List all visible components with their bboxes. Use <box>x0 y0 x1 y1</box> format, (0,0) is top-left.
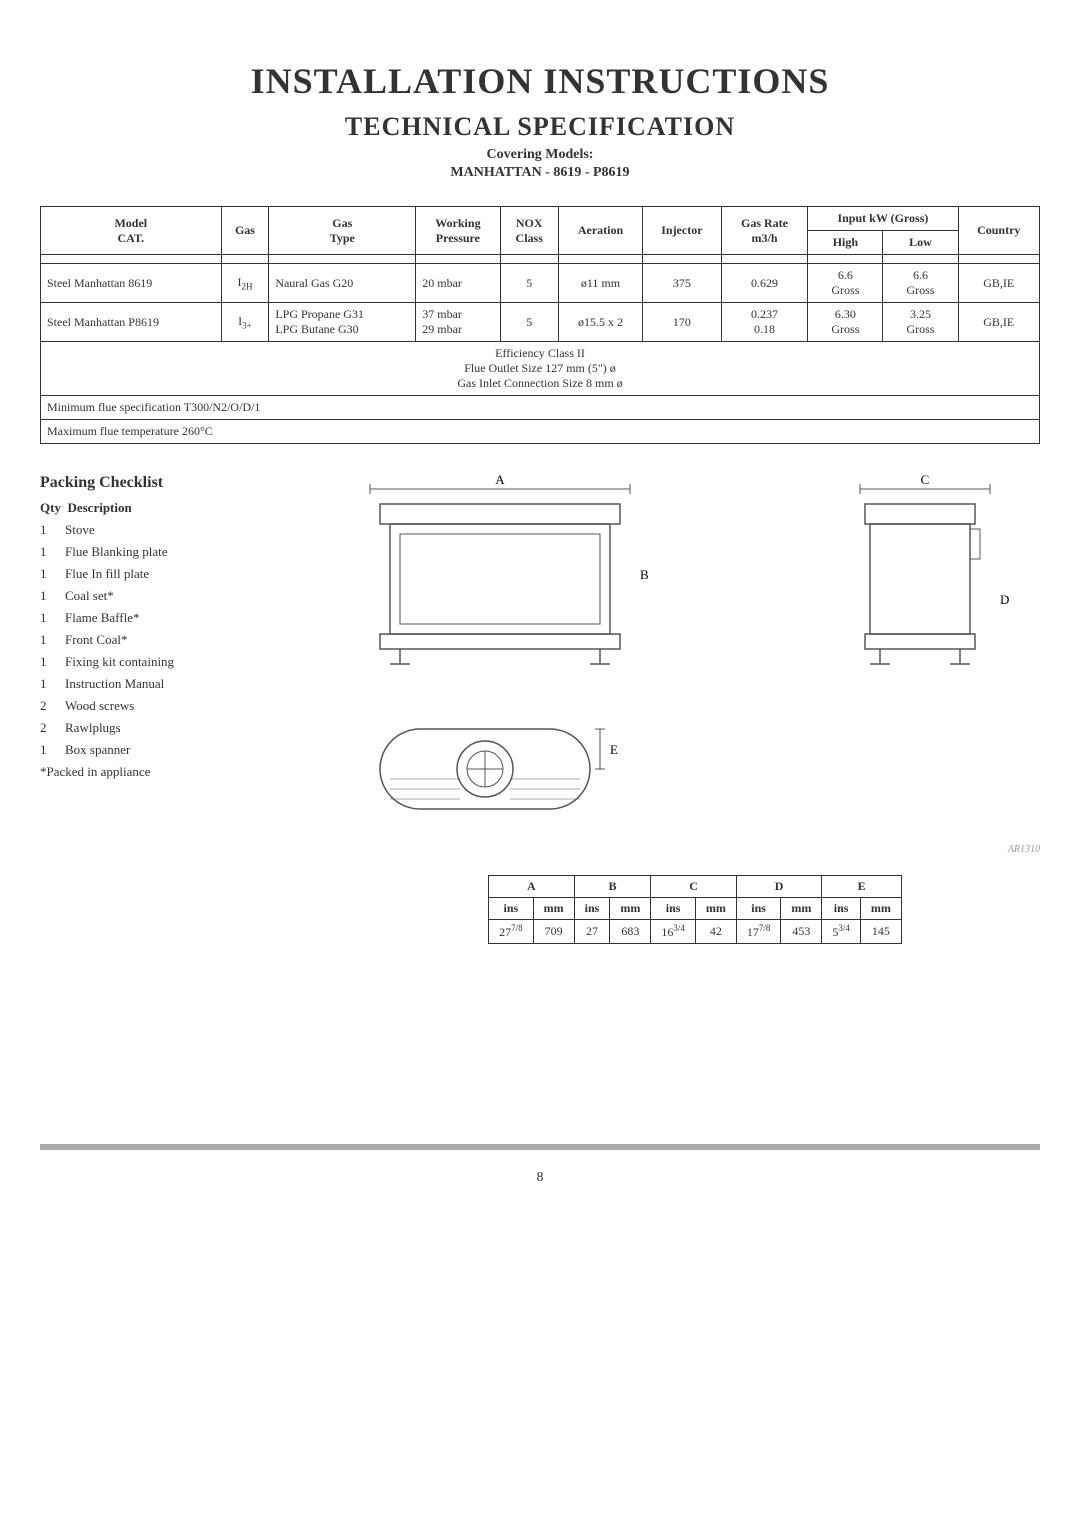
cell-pressure: 20 mbar <box>416 264 500 303</box>
th-country: Country <box>958 207 1040 255</box>
note-efficiency: Efficiency Class II Flue Outlet Size 127… <box>41 342 1040 396</box>
dim-val: 177/8 <box>736 920 781 944</box>
cell-cat: I3+ <box>221 303 269 342</box>
dim-sub-ins: ins <box>489 898 534 920</box>
list-item: 1Fixing kit containing <box>40 654 320 670</box>
list-item: 1Coal set* <box>40 588 320 604</box>
spec-table: ModelCAT. Gas GasType WorkingPressure NO… <box>40 206 1040 444</box>
footer-divider <box>40 1144 1040 1150</box>
cell-gasrate: 0.2370.18 <box>721 303 808 342</box>
cell-model: Steel Manhattan P8619 <box>41 303 222 342</box>
table-row: Steel Manhattan P8619 I3+ LPG Propane G3… <box>41 303 1040 342</box>
list-item: 1Flame Baffle* <box>40 610 320 626</box>
checklist-title: Packing Checklist <box>40 474 320 492</box>
note-min-flue: Minimum flue specification T300/N2/O/D/1 <box>41 396 1040 420</box>
th-pressure: WorkingPressure <box>416 207 500 255</box>
label-d: D <box>1000 592 1009 607</box>
cell-injector: 375 <box>643 264 722 303</box>
dim-header-c: C <box>651 876 737 898</box>
list-item: 2Rawlplugs <box>40 720 320 736</box>
cell-high: 6.6Gross <box>808 264 883 303</box>
th-low: Low <box>883 231 958 255</box>
label-a: A <box>495 474 505 487</box>
dim-sub-mm: mm <box>610 898 651 920</box>
cell-aeration: ø11 mm <box>558 264 642 303</box>
image-code: AR1310 <box>350 844 1040 855</box>
dim-sub-ins: ins <box>574 898 610 920</box>
dim-header-b: B <box>574 876 651 898</box>
page-number: 8 <box>40 1170 1040 1186</box>
th-gas: Gas <box>221 207 269 255</box>
checklist-header: Qty Description <box>40 500 320 516</box>
table-row: Steel Manhattan 8619 I2H Naural Gas G20 … <box>41 264 1040 303</box>
dim-val: 42 <box>695 920 736 944</box>
cell-gasrate: 0.629 <box>721 264 808 303</box>
th-injector: Injector <box>643 207 722 255</box>
dim-sub-ins: ins <box>651 898 696 920</box>
cell-model: Steel Manhattan 8619 <box>41 264 222 303</box>
cell-gastype: LPG Propane G31LPG Butane G30 <box>269 303 416 342</box>
list-item: 1Instruction Manual <box>40 676 320 692</box>
cell-low: 3.25Gross <box>883 303 958 342</box>
cell-aeration: ø15.5 x 2 <box>558 303 642 342</box>
main-title: INSTALLATION INSTRUCTIONS <box>40 60 1040 102</box>
cell-gastype: Naural Gas G20 <box>269 264 416 303</box>
label-c: C <box>921 474 930 487</box>
th-model: ModelCAT. <box>41 207 222 255</box>
list-item: 1Stove <box>40 522 320 538</box>
cell-low: 6.6Gross <box>883 264 958 303</box>
cell-cat: I2H <box>221 264 269 303</box>
dim-val: 683 <box>610 920 651 944</box>
dim-sub-mm: mm <box>533 898 574 920</box>
th-inputkw: Input kW (Gross) <box>808 207 958 231</box>
cell-country: GB,IE <box>958 264 1040 303</box>
dimensions-table: A B C D E ins mm ins mm ins mm ins mm in… <box>488 875 902 944</box>
diagram-side-view: C D <box>840 474 1040 679</box>
cell-pressure: 37 mbar29 mbar <box>416 303 500 342</box>
dim-val: 53/4 <box>822 920 861 944</box>
list-item: 2Wood screws <box>40 698 320 714</box>
dim-header-d: D <box>736 876 822 898</box>
cell-country: GB,IE <box>958 303 1040 342</box>
dim-val: 27 <box>574 920 610 944</box>
dim-val: 277/8 <box>489 920 534 944</box>
dim-val: 453 <box>781 920 822 944</box>
dim-val: 145 <box>860 920 901 944</box>
dim-sub-mm: mm <box>860 898 901 920</box>
note-max-temp: Maximum flue temperature 260°C <box>41 420 1040 444</box>
dim-sub-mm: mm <box>781 898 822 920</box>
dim-header-a: A <box>489 876 575 898</box>
th-high: High <box>808 231 883 255</box>
th-gastype: GasType <box>269 207 416 255</box>
list-item: 1Flue Blanking plate <box>40 544 320 560</box>
sub-title: TECHNICAL SPECIFICATION <box>40 112 1040 142</box>
list-item: 1Box spanner <box>40 742 320 758</box>
dim-val: 709 <box>533 920 574 944</box>
dim-val: 163/4 <box>651 920 696 944</box>
cell-nox: 5 <box>500 303 558 342</box>
diagram-top-view: E <box>370 709 1040 834</box>
dim-sub-ins: ins <box>736 898 781 920</box>
cell-injector: 170 <box>643 303 722 342</box>
covering-models-label: Covering Models: <box>40 147 1040 163</box>
label-e: E <box>610 742 618 757</box>
dim-sub-mm: mm <box>695 898 736 920</box>
th-aeration: Aeration <box>558 207 642 255</box>
list-item: 1Flue In fill plate <box>40 566 320 582</box>
cell-nox: 5 <box>500 264 558 303</box>
cell-high: 6.30Gross <box>808 303 883 342</box>
diagram-front-view: A B <box>350 474 780 679</box>
dim-header-e: E <box>822 876 902 898</box>
checklist-note: *Packed in appliance <box>40 764 320 780</box>
th-nox: NOXClass <box>500 207 558 255</box>
label-b: B <box>640 567 649 582</box>
th-gasrate: Gas Ratem3/h <box>721 207 808 255</box>
list-item: 1Front Coal* <box>40 632 320 648</box>
model-list: MANHATTAN - 8619 - P8619 <box>40 165 1040 181</box>
dim-sub-ins: ins <box>822 898 861 920</box>
